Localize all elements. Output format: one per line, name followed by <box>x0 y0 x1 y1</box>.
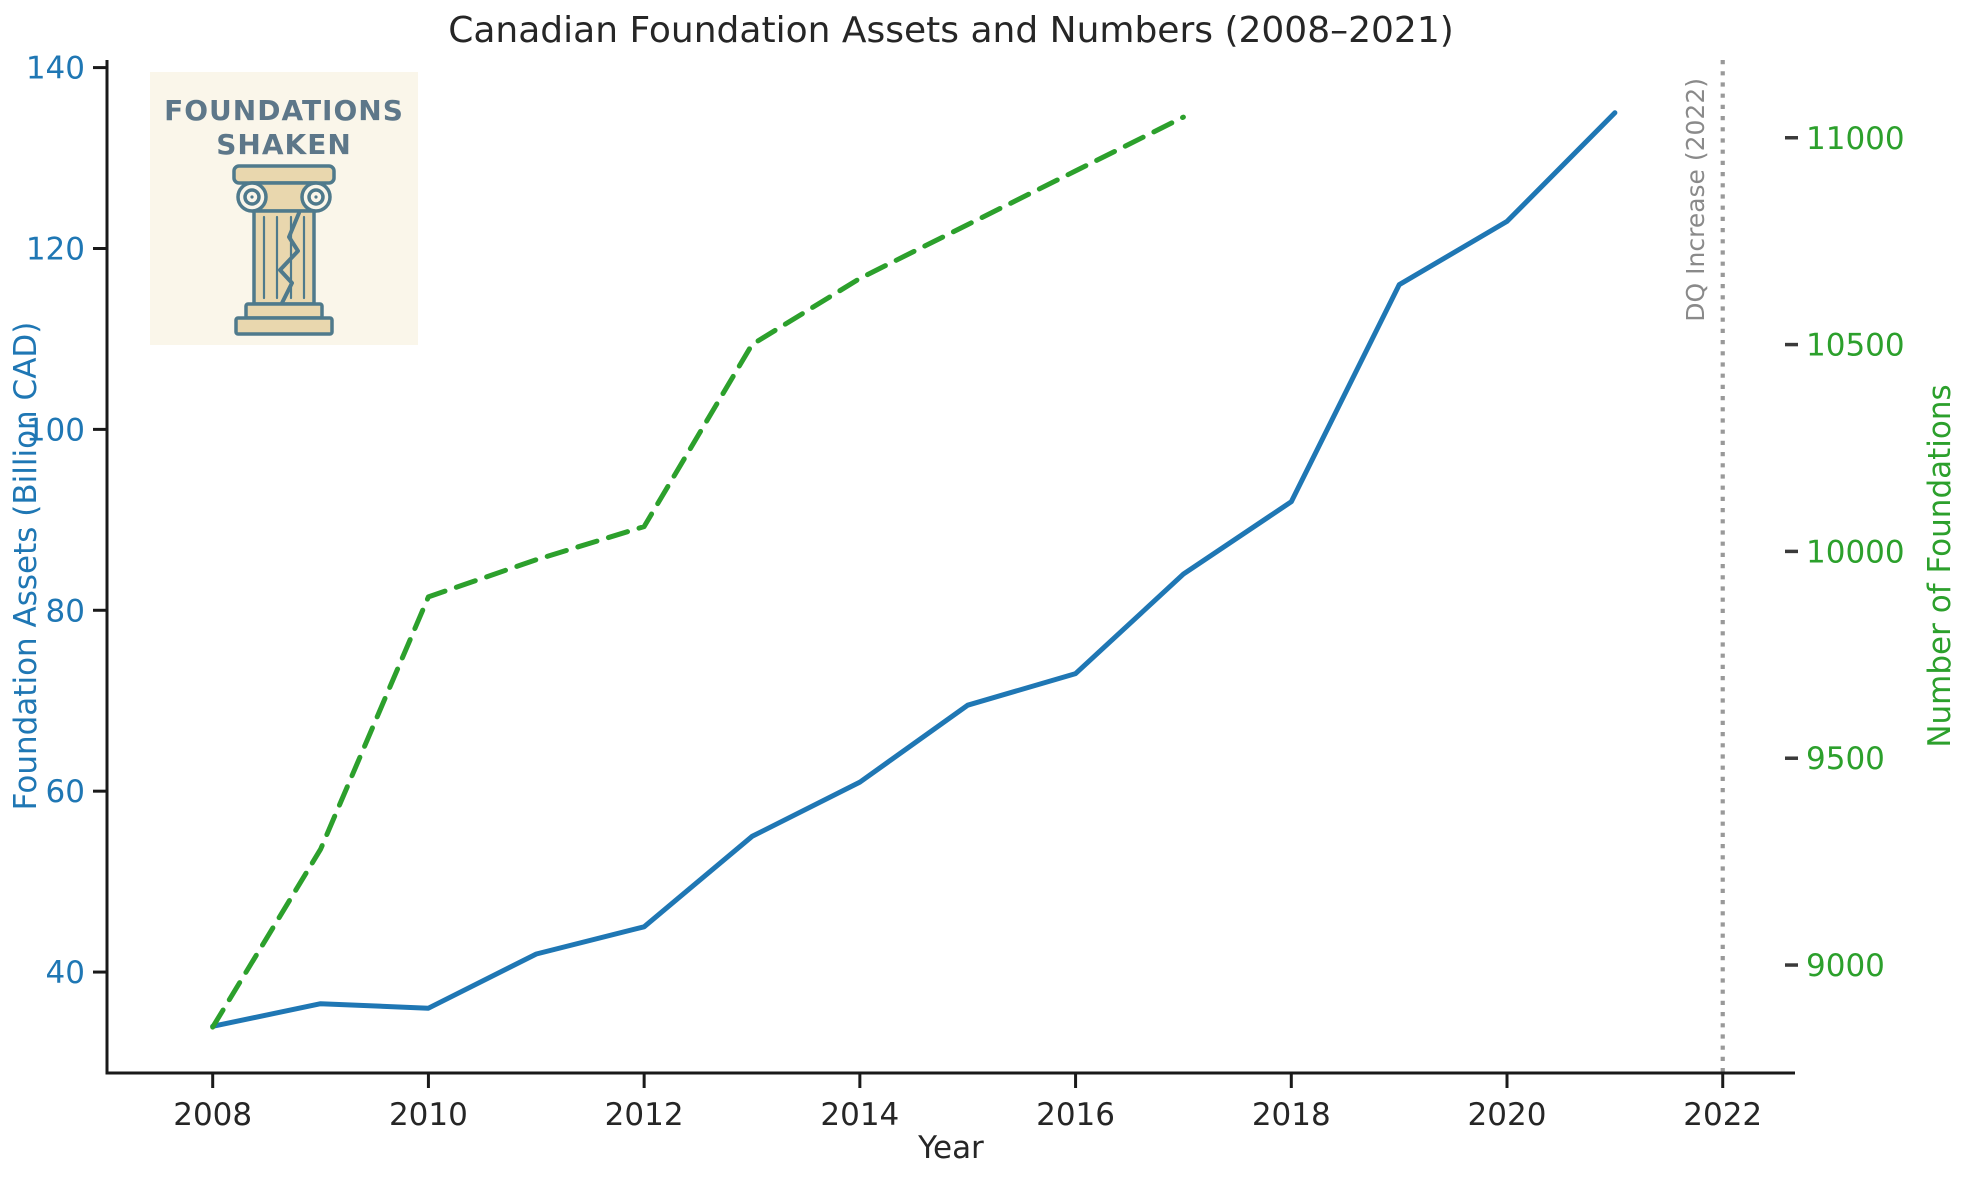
logo-foundations-shaken: FOUNDATIONS SHAKEN <box>150 72 418 345</box>
x-tick-label: 2016 <box>1036 1097 1115 1133</box>
x-tick-label: 2008 <box>173 1097 252 1133</box>
right-axis-label: Number of Foundations <box>1922 384 1958 747</box>
right-tick-label: 9000 <box>1806 948 1885 984</box>
left-tick-label: 100 <box>26 412 85 448</box>
series-line-foundations <box>210 114 1186 1030</box>
left-tick-label: 40 <box>46 955 85 991</box>
left-tick-label: 120 <box>26 231 85 267</box>
x-tick-label: 2010 <box>389 1097 468 1133</box>
dq-increase-annotation-label: DQ Increase (2022) <box>1681 78 1710 322</box>
x-tick-label: 2014 <box>820 1097 899 1133</box>
logo-title-line2: SHAKEN <box>216 128 352 161</box>
right-tick-label: 10500 <box>1806 328 1905 364</box>
x-tick-label: 2020 <box>1468 1097 1547 1133</box>
x-tick-label: 2018 <box>1252 1097 1331 1133</box>
right-tick-label: 9500 <box>1806 741 1885 777</box>
x-tick-label: 2022 <box>1683 1097 1762 1133</box>
left-tick-label: 60 <box>46 774 85 810</box>
logo-title-line1: FOUNDATIONS <box>164 94 404 127</box>
x-tick-label: 2012 <box>605 1097 684 1133</box>
left-axis-label: Foundation Assets (Billion CAD) <box>8 322 44 811</box>
right-tick-label: 11000 <box>1806 121 1905 157</box>
cracked-column-icon <box>232 164 336 336</box>
left-tick-label: 140 <box>26 51 85 87</box>
series-line-assets <box>210 110 1618 1029</box>
chart-title: Canadian Foundation Assets and Numbers (… <box>448 10 1454 51</box>
plot-area: 40 60 80 100 120 140 2008 2010 2012 2014 2016 2018 2… <box>26 51 1905 1133</box>
left-tick-label: 80 <box>46 593 85 629</box>
right-tick-label: 10000 <box>1806 534 1905 570</box>
x-axis-label: Year <box>917 1130 984 1166</box>
